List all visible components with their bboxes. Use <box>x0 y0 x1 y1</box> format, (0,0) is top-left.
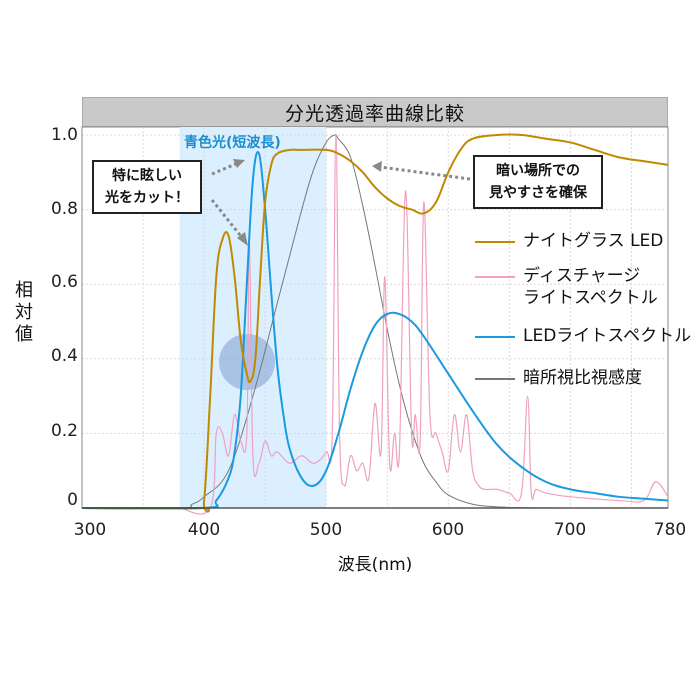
arrow-heads <box>233 159 382 246</box>
callout-dark-line1: 暗い場所での <box>496 163 580 179</box>
blue-light-label: 青色光(短波長) <box>184 135 281 151</box>
xtick-400: 400 <box>187 520 221 540</box>
ytick-1.0: 1.0 <box>50 125 78 145</box>
xtick-700: 700 <box>553 520 587 540</box>
legend-swatch-nightglass <box>475 241 515 243</box>
legend-item-discharge: ディスチャージ ライトスペクトル <box>475 265 658 309</box>
ytick-0: 0 <box>67 490 78 510</box>
annotation-arrows <box>210 161 471 241</box>
series-line-2 <box>81 151 669 510</box>
callout-dark-line2: 見やすさを確保 <box>489 185 587 201</box>
y-axis-label-text: 相対値 <box>15 280 33 345</box>
legend-item-nightglass: ナイトグラス LED <box>475 230 663 252</box>
legend-label-nightglass: ナイトグラス LED <box>523 231 664 251</box>
series-line-3 <box>81 134 669 509</box>
callout-glare-line2: 光をカット！ <box>105 190 189 206</box>
legend-label-discharge-line1: ディスチャージ <box>523 266 641 286</box>
legend-swatch-led <box>475 336 515 338</box>
series-line-1 <box>179 134 669 515</box>
x-axis-label: 波長(nm) <box>337 555 413 575</box>
highlight-circle <box>219 334 275 390</box>
y-axis-label: 相対値 <box>12 280 36 346</box>
legend-label-scotopic: 暗所視比視感度 <box>523 368 642 388</box>
legend-swatch-discharge <box>475 276 515 278</box>
callout-glare-cut: 特に眩しい 光をカット！ <box>92 160 202 214</box>
legend-label-discharge-line2: ライトスペクトル <box>523 288 658 308</box>
legend-swatch-scotopic <box>475 378 515 380</box>
xtick-600: 600 <box>431 520 465 540</box>
xtick-780: 780 <box>653 520 687 540</box>
legend-label-led: LEDライトスペクトル <box>523 326 692 346</box>
series-line-0 <box>81 133 669 513</box>
ytick-0.4: 0.4 <box>50 346 78 366</box>
xtick-300: 300 <box>73 520 107 540</box>
ytick-0.6: 0.6 <box>50 272 78 292</box>
callout-dark-visibility: 暗い場所での 見やすさを確保 <box>473 155 603 209</box>
legend-label-discharge: ディスチャージ ライトスペクトル <box>523 265 658 309</box>
legend-item-scotopic: 暗所視比視感度 <box>475 367 642 389</box>
ytick-0.8: 0.8 <box>50 199 78 219</box>
xtick-500: 500 <box>309 520 343 540</box>
legend-item-led: LEDライトスペクトル <box>475 325 691 347</box>
callout-glare-line1: 特に眩しい <box>112 168 182 184</box>
gridlines <box>82 127 668 508</box>
chart-title: 分光透過率曲線比較 <box>82 97 668 127</box>
ytick-0.2: 0.2 <box>50 421 78 441</box>
